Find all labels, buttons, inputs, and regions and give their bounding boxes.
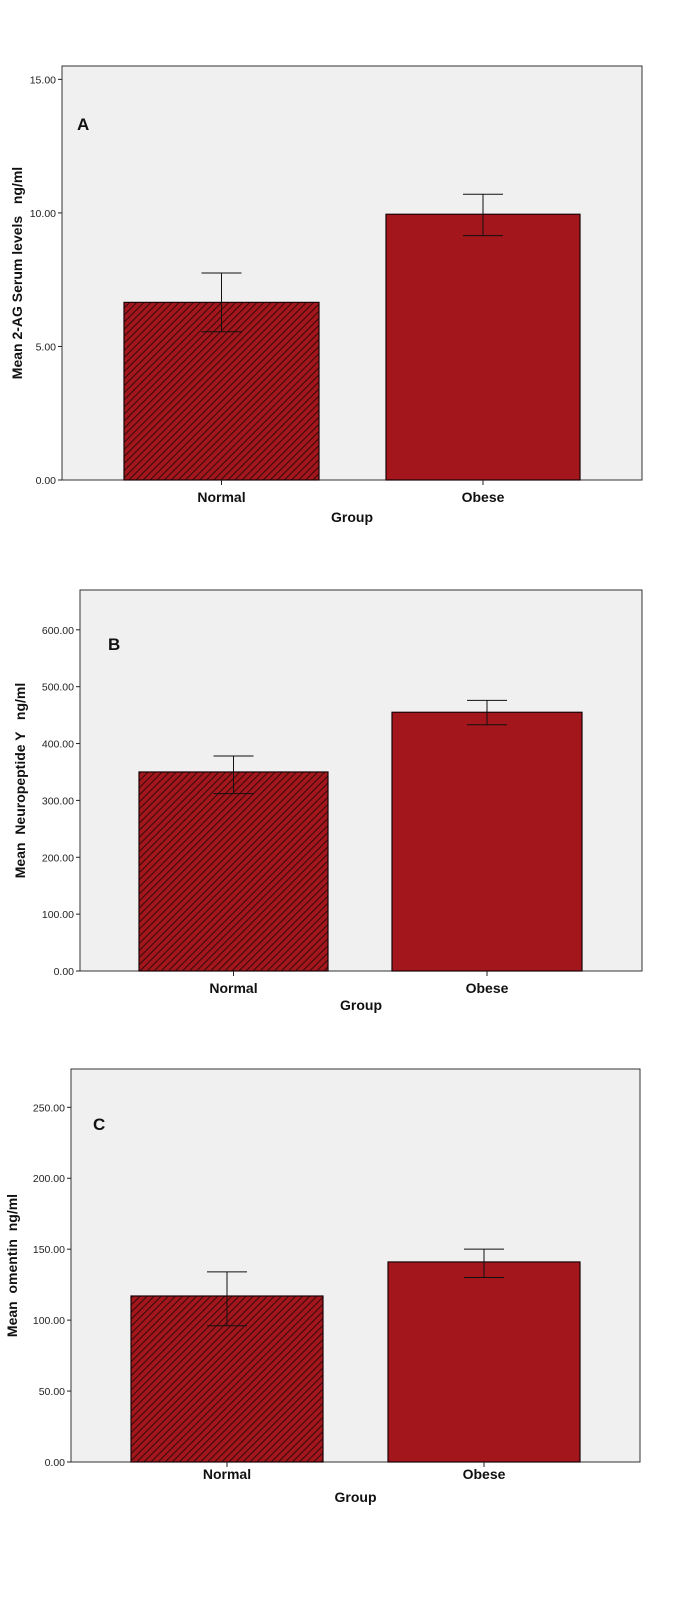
- error-bar-obese: [467, 699, 507, 726]
- panel-label: C: [93, 1115, 105, 1134]
- x-tick-label-obese: Obese: [463, 1466, 506, 1482]
- x-tick-label-obese: Obese: [466, 980, 509, 996]
- chart-panel-b: 0.00 100.00 200.00 300.00 400.00 500.00 600.00…: [12, 589, 643, 1013]
- x-tick-label-normal: Normal: [203, 1466, 251, 1482]
- x-axis-title: Group: [335, 1489, 377, 1505]
- error-bar-obese: [464, 1248, 504, 1279]
- y-tick-label: 200.00: [42, 852, 74, 864]
- y-tick-label: 300.00: [42, 795, 74, 807]
- error-bar-normal: [213, 755, 254, 795]
- y-axis-title: Mean omentin ng/ml: [4, 1194, 20, 1337]
- x-tick-label-obese: Obese: [462, 489, 505, 505]
- y-axis-title: Mean Neuropeptide Y ng/ml: [12, 683, 28, 879]
- bar-obese: [387, 1261, 581, 1463]
- bar-obese: [391, 711, 583, 972]
- error-bar-obese: [463, 193, 503, 237]
- y-tick-label: 250.00: [33, 1102, 65, 1114]
- charts-root: 0.00 5.00 10.00 15.00 Normal Obese Group Mean 2…: [4, 65, 643, 1505]
- chart-panel-c: 0.00 50.00 100.00 150.00 200.00 250.00 Normal O…: [4, 1068, 641, 1505]
- x-axis-title: Group: [331, 509, 373, 525]
- error-bar-normal: [207, 1271, 247, 1327]
- y-axis-title: Mean 2-AG Serum levels ng/ml: [9, 167, 25, 379]
- y-tick-label: 0.00: [45, 1457, 66, 1469]
- y-tick-label: 400.00: [42, 739, 74, 751]
- y-tick-label: 600.00: [42, 625, 74, 637]
- y-tick-label: 0.00: [36, 475, 57, 487]
- y-tick-label: 0.00: [54, 966, 75, 978]
- x-tick-label-normal: Normal: [209, 980, 257, 996]
- y-tick-label: 100.00: [33, 1315, 65, 1327]
- chart-panel-a: 0.00 5.00 10.00 15.00 Normal Obese Group Mean 2…: [9, 65, 643, 525]
- y-tick-label: 5.00: [36, 341, 57, 353]
- y-tick-label: 150.00: [33, 1244, 65, 1256]
- y-tick-label: 50.00: [39, 1386, 65, 1398]
- x-tick-label-normal: Normal: [197, 489, 245, 505]
- error-bar-normal: [201, 272, 242, 333]
- panel-label: A: [77, 115, 89, 134]
- x-axis-title: Group: [340, 997, 382, 1013]
- y-tick-label: 200.00: [33, 1173, 65, 1185]
- y-tick-label: 500.00: [42, 682, 74, 694]
- y-tick-label: 10.00: [30, 208, 56, 220]
- bar-normal: [138, 771, 329, 972]
- panel-label: B: [108, 635, 120, 654]
- y-tick-label: 100.00: [42, 909, 74, 921]
- bar-obese: [385, 213, 581, 481]
- y-tick-label: 15.00: [30, 74, 56, 86]
